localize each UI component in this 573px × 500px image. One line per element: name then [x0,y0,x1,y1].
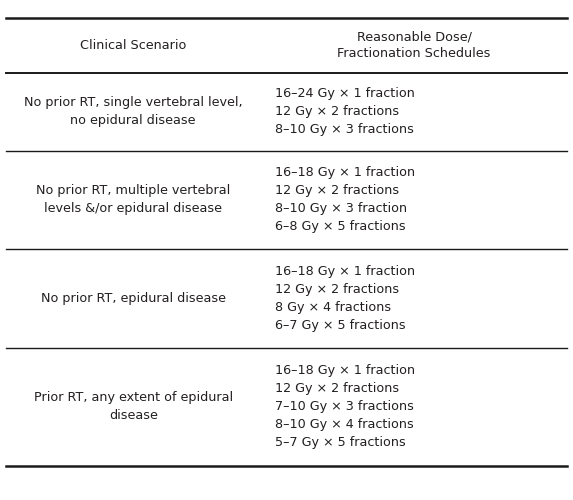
Text: 16–18 Gy × 1 fraction
12 Gy × 2 fractions
8 Gy × 4 fractions
6–7 Gy × 5 fraction: 16–18 Gy × 1 fraction 12 Gy × 2 fraction… [275,265,415,332]
Text: Reasonable Dose/
Fractionation Schedules: Reasonable Dose/ Fractionation Schedules [337,30,490,60]
Text: No prior RT, multiple vertebral
levels &/or epidural disease: No prior RT, multiple vertebral levels &… [36,184,230,216]
Text: 16–24 Gy × 1 fraction
12 Gy × 2 fractions
8–10 Gy × 3 fractions: 16–24 Gy × 1 fraction 12 Gy × 2 fraction… [275,88,415,136]
Text: No prior RT, epidural disease: No prior RT, epidural disease [41,292,226,305]
Text: Prior RT, any extent of epidural
disease: Prior RT, any extent of epidural disease [34,392,233,422]
Text: Clinical Scenario: Clinical Scenario [80,38,186,52]
Text: 16–18 Gy × 1 fraction
12 Gy × 2 fractions
7–10 Gy × 3 fractions
8–10 Gy × 4 frac: 16–18 Gy × 1 fraction 12 Gy × 2 fraction… [275,364,415,450]
Text: No prior RT, single vertebral level,
no epidural disease: No prior RT, single vertebral level, no … [24,96,242,128]
Text: 16–18 Gy × 1 fraction
12 Gy × 2 fractions
8–10 Gy × 3 fraction
6–8 Gy × 5 fracti: 16–18 Gy × 1 fraction 12 Gy × 2 fraction… [275,166,415,234]
